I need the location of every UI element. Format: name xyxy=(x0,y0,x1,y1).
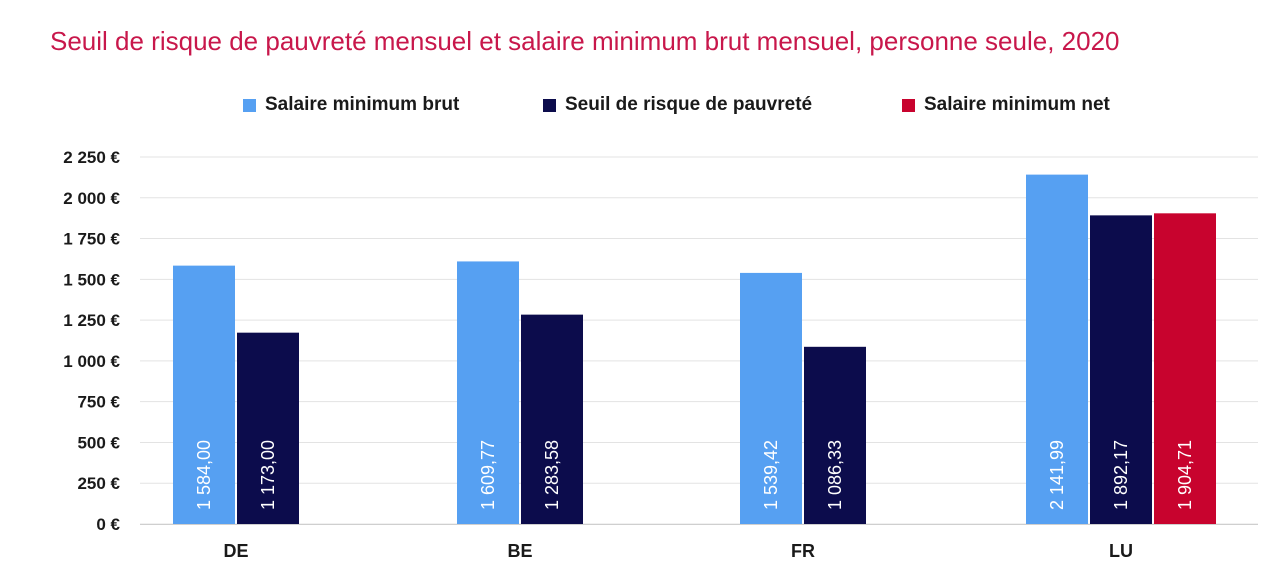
y-tick-label: 2 250 € xyxy=(63,148,120,167)
data-label: 1 904,71 xyxy=(1175,440,1195,510)
bar-be-series-0 xyxy=(457,261,519,524)
bar-de-series-1 xyxy=(237,332,299,524)
y-tick-label: 500 € xyxy=(77,433,120,452)
chart-legend: Salaire minimum brut Seuil de risque de … xyxy=(0,94,1280,118)
data-label: 1 539,42 xyxy=(761,440,781,510)
bar-lu-series-0 xyxy=(1026,174,1088,525)
data-label: 1 173,00 xyxy=(258,440,278,510)
y-tick-label: 250 € xyxy=(77,474,120,493)
y-tick-label: 1 250 € xyxy=(63,311,120,330)
legend-swatch-salaire-minimum-net xyxy=(902,98,915,112)
axes: 0 € 250 € 500 € 750 € 1 000 € 1 250 € 1 500 € 1… xyxy=(63,148,1258,561)
legend-label-salaire-minimum-net: Salaire minimum net xyxy=(924,94,1110,115)
bar-fr-series-0 xyxy=(740,272,802,524)
x-tick-label: BE xyxy=(507,541,532,561)
legend-item-seuil-de-risque: Seuil de risque de pauvreté xyxy=(543,94,812,116)
y-tick-label: 0 € xyxy=(96,515,120,534)
y-tick-label: 750 € xyxy=(77,393,120,412)
y-tick-label: 1 750 € xyxy=(63,230,120,249)
chart-title: Seuil de risque de pauvreté mensuel et s… xyxy=(50,26,1120,56)
data-label: 1 086,33 xyxy=(825,440,845,510)
legend-item-salaire-minimum-net: Salaire minimum net xyxy=(902,94,1110,116)
legend-label-salaire-minimum-brut: Salaire minimum brut xyxy=(265,94,460,115)
legend-label-seuil-de-risque: Seuil de risque de pauvreté xyxy=(565,94,813,115)
data-label: 1 609,77 xyxy=(478,440,498,510)
bar-lu-series-2 xyxy=(1154,213,1216,525)
legend-item-salaire-minimum-brut: Salaire minimum brut xyxy=(243,94,459,116)
bar-lu-series-1 xyxy=(1090,215,1152,525)
y-tick-label: 1 500 € xyxy=(63,270,120,289)
bar-be-series-1 xyxy=(521,314,583,524)
x-tick-label: DE xyxy=(223,541,248,561)
bar-fr-series-1 xyxy=(804,346,866,524)
legend-swatch-salaire-minimum-brut xyxy=(243,98,256,112)
data-label: 2 141,99 xyxy=(1047,440,1067,510)
data-label: 1 283,58 xyxy=(542,440,562,510)
data-label: 1 892,17 xyxy=(1111,440,1131,510)
y-tick-label: 1 000 € xyxy=(63,352,120,371)
x-tick-label: LU xyxy=(1109,541,1133,561)
legend-swatch-seuil-de-risque xyxy=(543,98,556,112)
data-label: 1 584,00 xyxy=(194,440,214,510)
bar-de-series-0 xyxy=(173,265,235,524)
bars: 1 584,00 1 173,00 1 609,77 1 283,58 1 539,42… xyxy=(173,174,1216,525)
x-tick-label: FR xyxy=(791,541,815,561)
y-tick-label: 2 000 € xyxy=(63,189,120,208)
